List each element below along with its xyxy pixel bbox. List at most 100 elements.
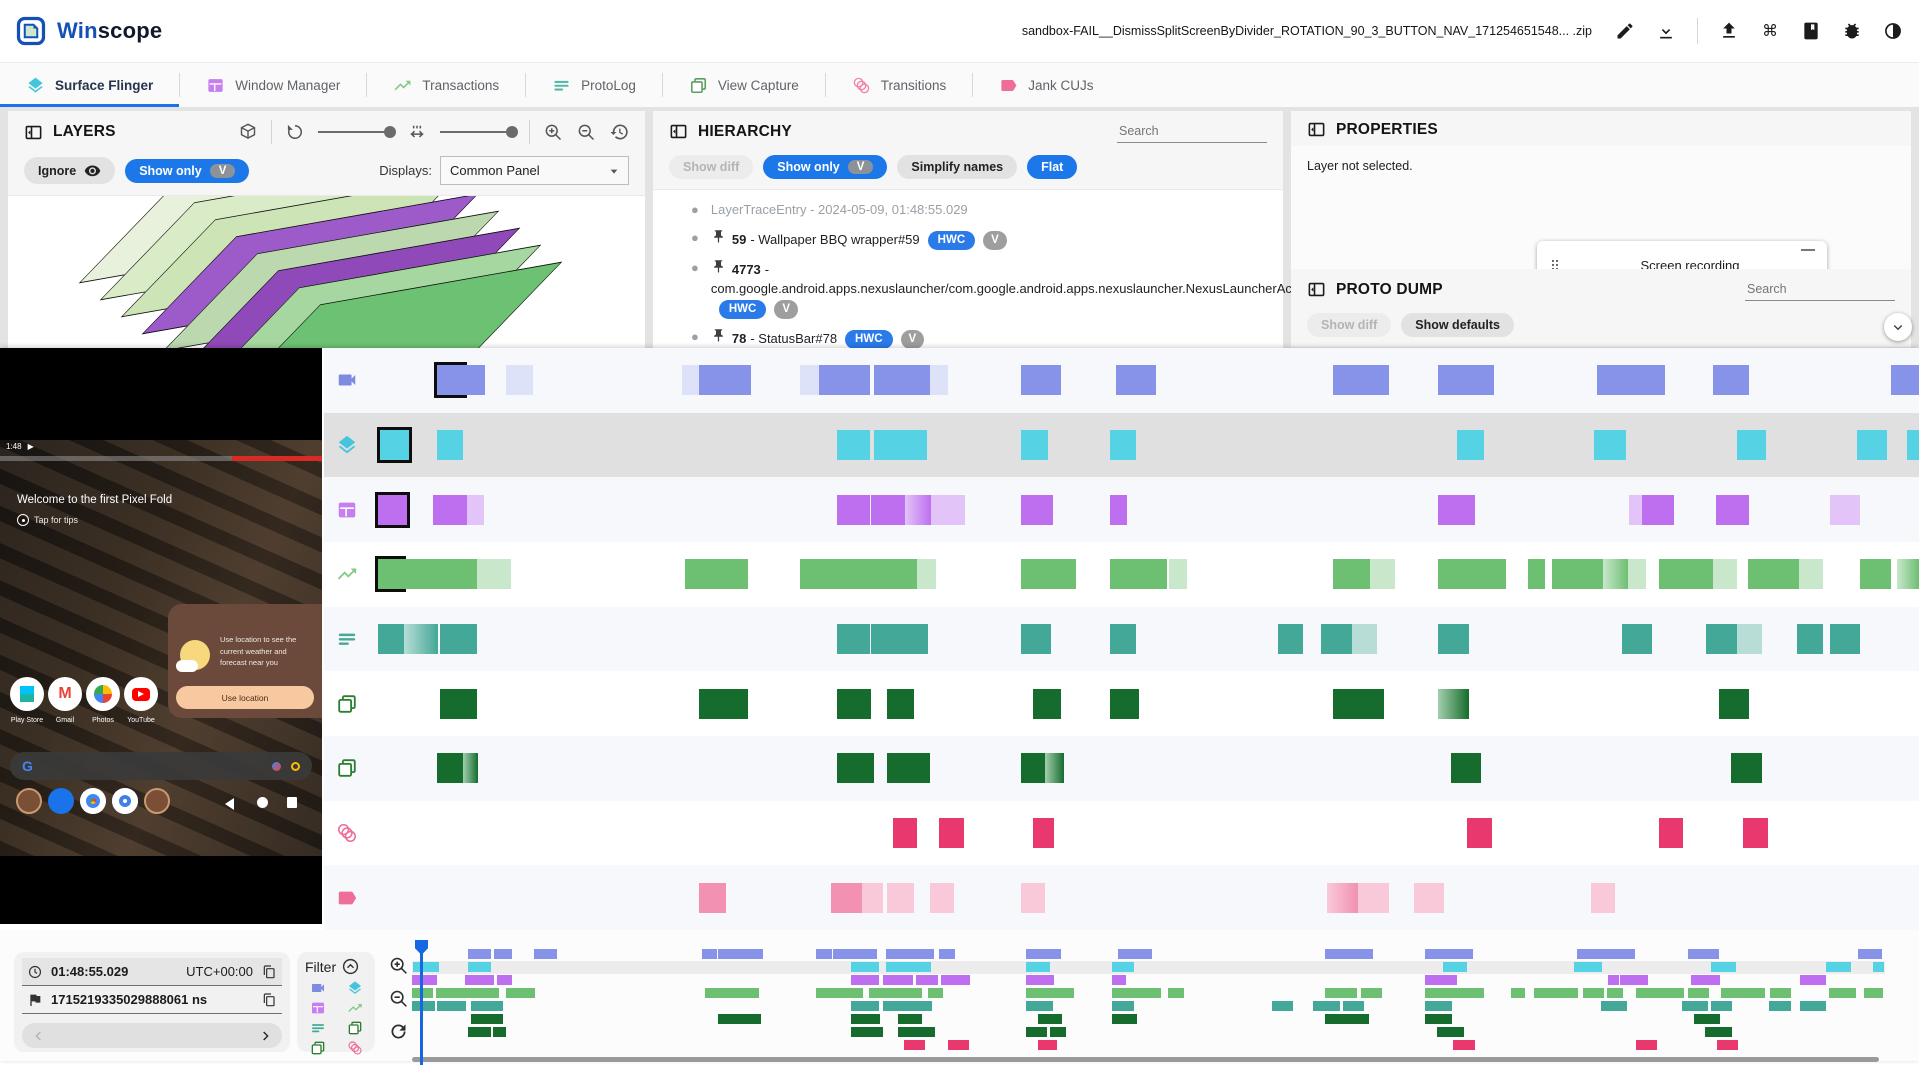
trace-entry[interactable] [818, 365, 870, 396]
trace-entry[interactable] [379, 429, 409, 460]
trace-entry[interactable] [1333, 559, 1371, 590]
dock-app-icon[interactable] [144, 788, 170, 814]
trace-entry[interactable] [433, 494, 468, 525]
edit-icon[interactable] [1615, 21, 1635, 41]
timeline-row-screen-recording[interactable] [324, 348, 1919, 413]
trace-entry[interactable] [378, 494, 408, 525]
filter-videocam-icon[interactable] [310, 980, 326, 996]
trace-entry[interactable] [1857, 429, 1887, 460]
trace-entry[interactable] [861, 882, 884, 913]
trace-entry[interactable] [1438, 494, 1476, 525]
trace-entry[interactable] [1527, 559, 1545, 590]
show-diff-chip[interactable]: Show diff [669, 155, 754, 179]
trace-entry[interactable] [1109, 559, 1167, 590]
google-search-bar[interactable]: G [10, 752, 312, 780]
trace-entry[interactable] [886, 882, 915, 913]
trace-entry[interactable] [1737, 429, 1767, 460]
use-location-button[interactable]: Use location [176, 686, 314, 709]
timeline-minimap[interactable] [412, 941, 1885, 1065]
trace-entry[interactable] [1032, 688, 1061, 719]
trace-entry[interactable] [698, 882, 727, 913]
trace-entry[interactable] [1020, 753, 1046, 784]
filter-trending-icon[interactable] [347, 1000, 363, 1016]
trace-entry[interactable] [1712, 559, 1738, 590]
show-defaults-chip[interactable]: Show defaults [1401, 313, 1514, 337]
zoom-out-icon[interactable] [576, 122, 596, 142]
previous-entry-icon[interactable] [31, 1028, 47, 1044]
proto-dump-search-input[interactable] [1745, 278, 1899, 300]
tree-node[interactable]: ● 78- StatusBar#78 HWC V [653, 323, 1283, 348]
tab-protolog[interactable]: ProtoLog [526, 63, 662, 107]
trace-entry[interactable] [1413, 882, 1445, 913]
documentation-icon[interactable] [1801, 21, 1821, 41]
trace-entry[interactable] [1593, 429, 1627, 460]
trace-entry[interactable] [505, 365, 533, 396]
trace-entry[interactable] [436, 753, 463, 784]
trace-entry[interactable] [1897, 559, 1919, 590]
zoom-in-icon[interactable] [543, 122, 563, 142]
trace-entry[interactable] [1590, 882, 1616, 913]
filter-transitions-icon[interactable] [347, 1040, 363, 1056]
trace-entry[interactable] [1629, 494, 1642, 525]
tree-node[interactable]: ● LayerTraceEntry - 2024-05-09, 01:48:55.… [653, 196, 1283, 224]
trace-entry[interactable] [404, 623, 439, 654]
trace-entry[interactable] [837, 753, 875, 784]
trace-entry[interactable] [938, 817, 964, 848]
trace-entry[interactable] [1438, 559, 1506, 590]
dock-app-icon[interactable] [48, 788, 74, 814]
trace-entry[interactable] [874, 429, 927, 460]
trace-entry[interactable] [1906, 429, 1919, 460]
trace-entry[interactable] [1743, 817, 1768, 848]
show-diff-chip[interactable]: Show diff [1307, 313, 1392, 337]
zoom-out-icon[interactable] [388, 988, 409, 1009]
trace-entry[interactable] [1860, 559, 1892, 590]
tab-view-capture[interactable]: View Capture [663, 63, 825, 107]
trace-entry[interactable] [837, 429, 870, 460]
timeline-cursor[interactable] [420, 941, 423, 1065]
collapse-panel-icon[interactable] [669, 122, 688, 141]
timeline-row-view-capture-2[interactable] [324, 735, 1919, 801]
filter-layers-icon[interactable] [347, 980, 363, 996]
trace-entry[interactable] [892, 817, 918, 848]
trace-entry[interactable] [1891, 365, 1919, 396]
trace-entry[interactable] [464, 365, 486, 396]
trace-entry[interactable] [1718, 688, 1750, 719]
trace-entry[interactable] [917, 559, 936, 590]
trace-entry[interactable] [467, 494, 485, 525]
simplify-names-chip[interactable]: Simplify names [897, 155, 1018, 179]
dock-app-icon[interactable] [80, 788, 106, 814]
minimize-button[interactable] [1801, 249, 1815, 251]
filter-protolog-icon[interactable] [310, 1020, 326, 1036]
trace-entry[interactable] [837, 688, 872, 719]
trace-entry[interactable] [1552, 559, 1604, 590]
trace-entry[interactable] [1737, 623, 1762, 654]
dock-app-icon[interactable] [112, 788, 138, 814]
trace-entry[interactable] [1327, 882, 1359, 913]
collapse-panel-icon[interactable] [24, 123, 43, 142]
reset-zoom-icon[interactable] [388, 1021, 409, 1042]
displays-select[interactable]: Common Panel [440, 156, 629, 185]
trace-entry[interactable] [1370, 559, 1396, 590]
flat-chip[interactable]: Flat [1027, 155, 1078, 179]
trace-entry[interactable] [1730, 753, 1762, 784]
trace-entry[interactable] [684, 559, 748, 590]
tab-surface-flinger[interactable]: Surface Flinger [0, 63, 180, 107]
trace-entry[interactable] [831, 882, 862, 913]
trace-entry[interactable] [1109, 688, 1140, 719]
trace-entry[interactable] [837, 623, 870, 654]
timeline-row-transitions[interactable] [324, 801, 1919, 866]
trace-entry[interactable] [855, 559, 918, 590]
trace-entry[interactable] [1333, 688, 1385, 719]
trace-entry[interactable] [1032, 817, 1055, 848]
trace-entry[interactable] [1467, 817, 1493, 848]
trace-entry[interactable] [886, 688, 915, 719]
layers-3d-view[interactable] [8, 196, 645, 348]
trace-entry[interactable] [1621, 623, 1653, 654]
spacing-slider[interactable] [440, 126, 518, 138]
tab-transitions[interactable]: Transitions [826, 63, 973, 107]
trace-entry[interactable] [439, 623, 477, 654]
trace-entry[interactable] [378, 559, 403, 590]
zoom-in-icon[interactable] [388, 955, 409, 976]
tab-transactions[interactable]: Transactions [367, 63, 525, 107]
timeline-row-protolog[interactable] [324, 606, 1919, 672]
